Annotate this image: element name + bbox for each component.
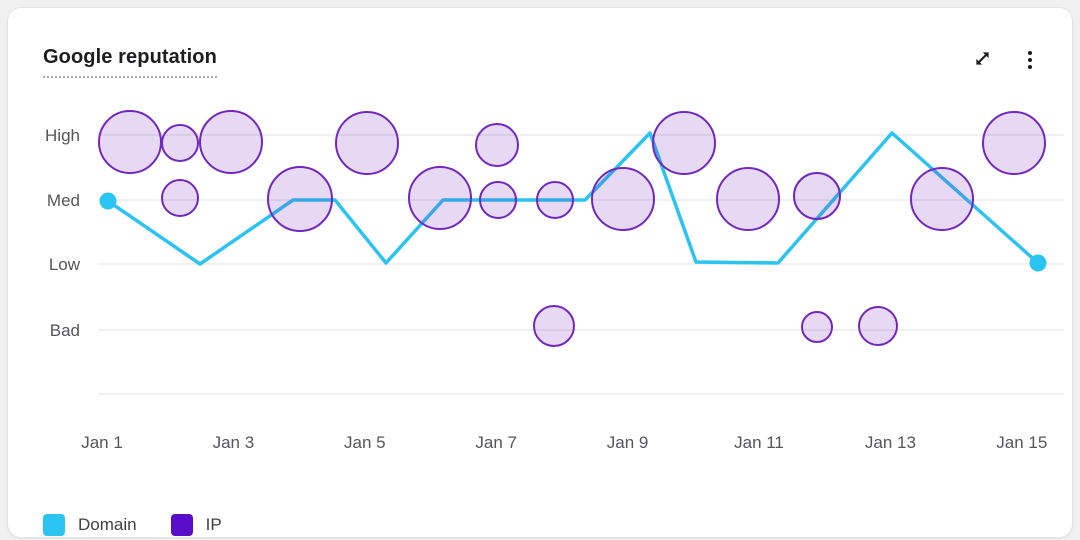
ip-bubble-bad-day12.8 [858, 306, 898, 346]
ip-bubble-med-day10.8 [716, 167, 780, 231]
ip-bubble-bad-day7.9 [533, 305, 575, 347]
ip-bubble-med-day2.2 [161, 179, 199, 217]
domain-line [106, 131, 1040, 266]
chart-legend: Domain IP [43, 514, 222, 536]
ip-bubble-high-day14.9 [982, 111, 1046, 175]
card-header: Google reputation [43, 46, 1042, 78]
ip-bubble-high-day7 [475, 123, 519, 167]
chart-title[interactable]: Google reputation [43, 46, 217, 78]
legend-item-domain[interactable]: Domain [43, 514, 137, 536]
legend-item-ip[interactable]: IP [170, 514, 222, 536]
domain-line-endpoint-day1.1 [99, 192, 117, 210]
ip-bubble-med-day11.9 [793, 172, 841, 220]
ip-bubble-med-day7.9 [536, 181, 574, 219]
domain-swatch-icon [43, 514, 65, 536]
ip-bubble-med-day13.8 [910, 167, 974, 231]
ip-bubble-high-day9.9 [652, 111, 716, 175]
kebab-menu-icon [1028, 51, 1032, 69]
ip-bubble-high-day3 [199, 110, 263, 174]
domain-line-endpoint-day15.2 [1029, 254, 1047, 272]
ip-bubble-high-day2.2 [161, 124, 199, 162]
legend-label-ip: IP [205, 515, 222, 534]
ip-bubble-med-day8.9 [591, 167, 655, 231]
header-actions [970, 48, 1042, 72]
ip-bubble-bad-day11.9 [801, 311, 833, 343]
expand-button[interactable] [970, 48, 994, 72]
ip-bubble-med-day6.1 [408, 166, 472, 230]
google-reputation-card: Google reputation [7, 7, 1073, 538]
legend-label-domain: Domain [78, 515, 137, 534]
ip-swatch-icon [170, 514, 193, 536]
ip-bubble-med-day4 [267, 166, 333, 232]
ip-bubble-med-day7 [479, 181, 517, 219]
ip-bubble-high-day1.4 [98, 110, 162, 174]
expand-icon [972, 48, 993, 72]
more-options-button[interactable] [1018, 48, 1042, 72]
ip-bubble-high-day5 [335, 111, 399, 175]
